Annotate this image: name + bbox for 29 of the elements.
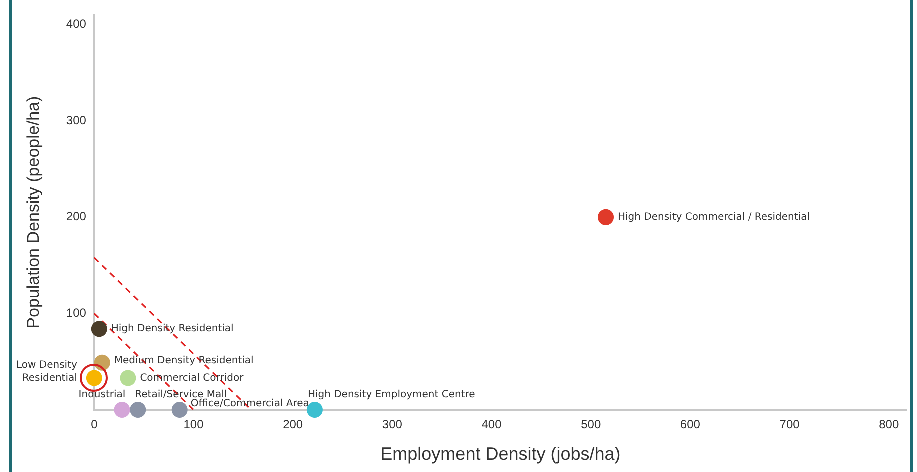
- annotation: Industrial: [78, 390, 126, 401]
- point: [172, 402, 188, 418]
- annotation: Low Density Residential: [16, 360, 78, 384]
- y-tick-label: 300: [66, 113, 87, 128]
- annotation: High Density Commercial / Residential: [618, 212, 810, 224]
- x-tick-label: 0: [91, 418, 98, 432]
- x-tick-label: 100: [184, 418, 204, 432]
- x-tick-label: 200: [283, 418, 304, 432]
- point: [120, 370, 136, 386]
- annotation: Office/Commercial Area: [190, 398, 310, 410]
- point: [114, 402, 130, 418]
- point: [306, 402, 323, 418]
- x-tick-label: 300: [382, 418, 403, 432]
- y-tick-label: 100: [66, 306, 87, 320]
- annotation: High Density Employment Centre: [308, 390, 476, 401]
- x-tick-label: 700: [780, 418, 800, 432]
- annotation: Medium Density Residential: [114, 355, 254, 366]
- x-tick-label: 800: [879, 418, 900, 432]
- annotation: Commercial Corridor: [140, 372, 245, 384]
- x-tick-label: 500: [581, 418, 602, 432]
- y-tick-label: 400: [66, 17, 87, 32]
- x-tick-label: 600: [680, 418, 701, 432]
- point: [130, 402, 146, 418]
- x-tick-label: 400: [482, 418, 502, 432]
- point: [598, 209, 614, 226]
- y-axis-title: Population Density (people/ha): [24, 96, 43, 329]
- point: [91, 321, 108, 338]
- x-axis-title: Employment Density (jobs/ha): [380, 444, 621, 464]
- y-tick-label: 200: [66, 210, 87, 224]
